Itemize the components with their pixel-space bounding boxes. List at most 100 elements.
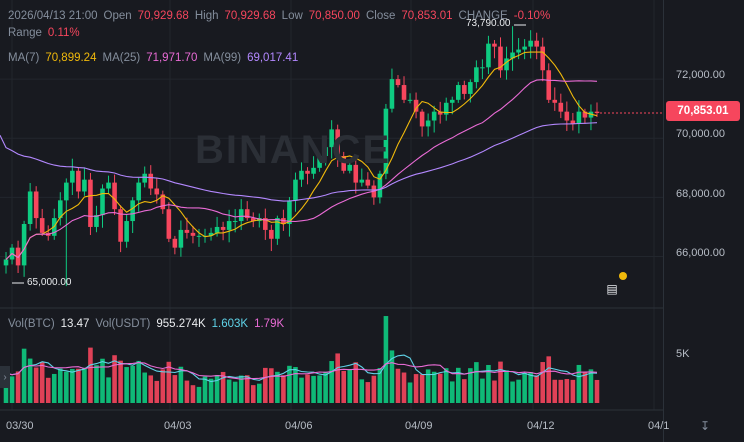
- candle-body: [486, 43, 491, 68]
- price-tick: 72,000.00: [676, 69, 725, 81]
- volume-bar: [178, 366, 184, 403]
- volume-bar: [311, 375, 316, 403]
- candle-body: [299, 170, 304, 180]
- candle-body: [166, 209, 172, 239]
- volume-bar: [148, 375, 154, 403]
- volume-bar: [39, 362, 45, 403]
- candle-body: [353, 164, 359, 183]
- chevron-right-icon[interactable]: ›: [0, 366, 10, 388]
- price-tick: 66,000.00: [676, 247, 725, 259]
- volume-bar: [184, 380, 190, 403]
- volume-bar: [130, 365, 135, 403]
- ma99-value: 69,017.41: [247, 52, 299, 64]
- volume-bar: [256, 383, 262, 403]
- volume-bar: [564, 379, 570, 403]
- low-value: 70,850.00: [308, 10, 360, 22]
- volume-bar: [552, 379, 558, 403]
- candle-body: [389, 79, 395, 109]
- volume-bar: [546, 356, 552, 403]
- volume-bar: [341, 370, 347, 403]
- candle-body: [287, 200, 292, 224]
- high-marker-label: 73,790.00: [466, 18, 511, 29]
- volume-bar: [112, 355, 117, 403]
- volume-bar: [154, 380, 160, 403]
- volume-bar: [486, 364, 491, 403]
- candle-body: [425, 120, 431, 127]
- volume-bar: [480, 378, 485, 403]
- candle-body: [275, 218, 280, 239]
- volume-bar: [118, 360, 123, 403]
- candle-body: [323, 147, 328, 156]
- change-value: -0.10%: [513, 10, 551, 22]
- volume-bar: [407, 382, 413, 403]
- volume-bar: [413, 374, 419, 403]
- candle-body: [480, 67, 485, 69]
- candle-body: [214, 226, 220, 233]
- volume-bar: [449, 381, 455, 403]
- candle-body: [570, 120, 576, 124]
- candle-body: [576, 111, 582, 124]
- ma25-line: [5, 79, 598, 260]
- volume-bar: [220, 371, 226, 403]
- price-axis[interactable]: [663, 0, 744, 442]
- time-tick: 04/1: [648, 420, 670, 432]
- candle-body: [100, 188, 105, 216]
- candle-body: [504, 58, 509, 71]
- candle-body: [64, 182, 69, 201]
- candle-body: [244, 209, 250, 219]
- candle-body: [154, 188, 160, 195]
- volume-bar: [401, 372, 407, 403]
- candle-body: [196, 235, 202, 237]
- volume-bar: [594, 379, 600, 403]
- volume-bar: [214, 374, 220, 403]
- time-tick: 04/09: [405, 420, 433, 432]
- candle-body: [118, 209, 123, 242]
- volume-bar: [160, 369, 166, 403]
- candle-body: [15, 247, 21, 266]
- volume-bar: [70, 368, 75, 403]
- candle-body: [582, 111, 588, 118]
- ma7-line: [5, 51, 598, 260]
- candle-body: [178, 229, 184, 248]
- candle-body: [76, 170, 81, 192]
- volume-bar: [190, 385, 196, 403]
- current-price-tag: 70,853.01: [666, 101, 740, 121]
- candle-body: [449, 99, 455, 103]
- volume-bar: [21, 348, 27, 403]
- ma7-value: 70,899.24: [45, 52, 97, 64]
- close-value: 70,853.01: [401, 10, 453, 22]
- vol-ma2-value: 1.79K: [254, 318, 285, 330]
- volume-bar: [275, 371, 280, 403]
- candle-body: [190, 232, 196, 236]
- candle-body: [455, 85, 461, 100]
- volume-bar: [468, 368, 473, 403]
- candle-body: [33, 191, 39, 219]
- volume-bar: [305, 374, 310, 403]
- volume-bar: [377, 368, 383, 403]
- vol-btc-value: 13.47: [60, 318, 90, 330]
- volume-bar: [371, 375, 377, 403]
- candle-body: [419, 111, 425, 127]
- candle-body: [534, 40, 539, 47]
- candle-body: [564, 111, 570, 121]
- candle-body: [365, 179, 371, 186]
- volume-bar: [208, 378, 214, 403]
- volume-bar: [166, 361, 172, 403]
- vol-ma1-value: 1.603K: [211, 318, 249, 330]
- candle-body: [383, 108, 389, 174]
- candle-body: [540, 46, 546, 71]
- volume-bar: [202, 376, 208, 403]
- ma99-line: [0, 122, 598, 202]
- candle-body: [94, 215, 99, 227]
- candle-body: [359, 179, 365, 183]
- binance-watermark: BINANCE: [195, 128, 392, 172]
- volume-bar: [323, 371, 328, 403]
- volume-bar: [9, 376, 15, 403]
- volume-bar: [359, 379, 365, 403]
- candle-body: [208, 232, 214, 236]
- volume-bar: [45, 377, 51, 403]
- candle-body: [238, 209, 244, 222]
- indicator-icon[interactable]: ▤: [606, 282, 618, 296]
- reset-zoom-icon[interactable]: ↧: [699, 419, 711, 433]
